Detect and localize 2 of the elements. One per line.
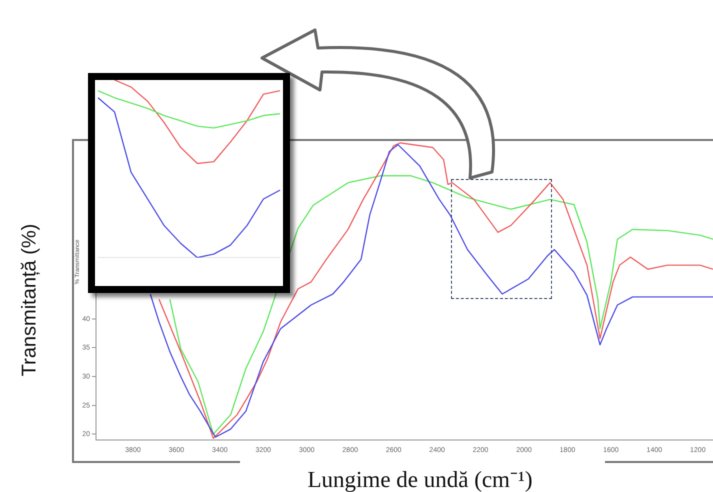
y-axis-title: Transmitanță (%) (18, 224, 42, 376)
x-axis-title: Lungime de undă (cm⁻¹) (307, 466, 533, 492)
